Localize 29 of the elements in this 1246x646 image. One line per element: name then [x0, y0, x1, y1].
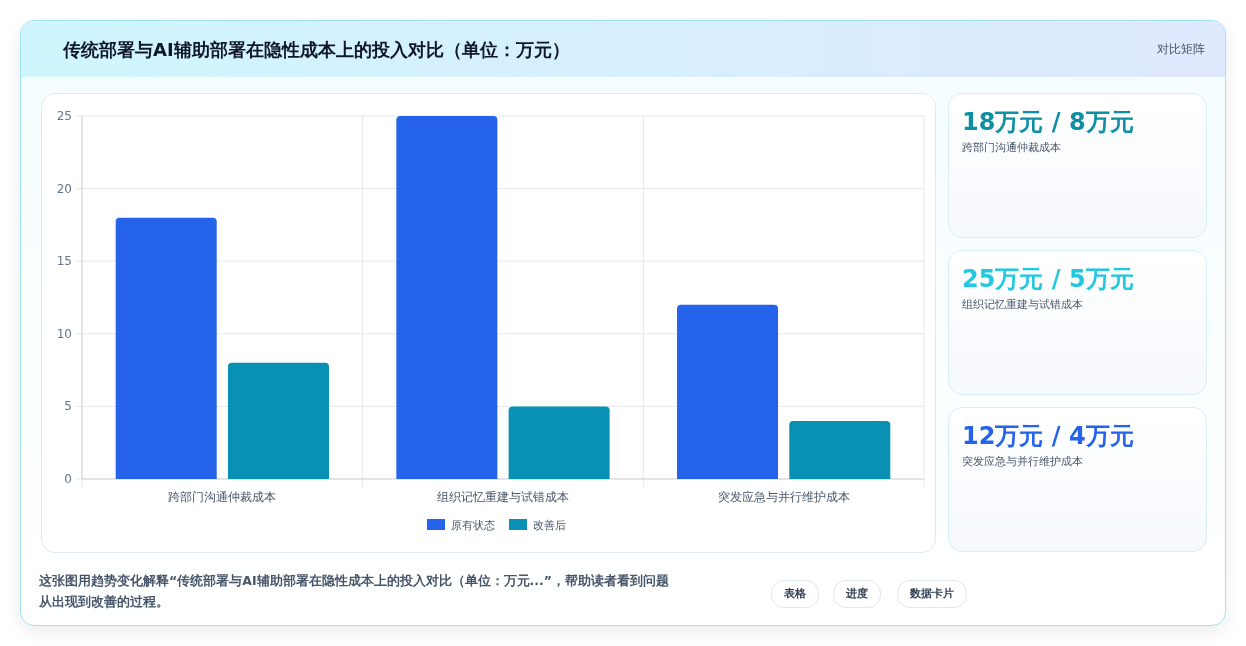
bar [227, 362, 329, 479]
legend-label: 改善后 [533, 519, 566, 532]
legend-label: 原有状态 [451, 519, 495, 532]
y-tick-label: 0 [64, 472, 72, 486]
text: 25万元 / 5万元 [962, 264, 1134, 295]
y-tick-label: 25 [56, 109, 72, 123]
x-tick-label: 跨部门沟通仲裁成本 [168, 490, 277, 504]
text: 组织记忆重建与试错成本 [962, 297, 1083, 312]
bar [508, 406, 610, 479]
y-tick-label: 15 [56, 254, 72, 269]
y-tick-label: 5 [64, 399, 72, 414]
text: 进度 [833, 580, 881, 608]
y-tick-label: 20 [56, 181, 72, 196]
text: 数据卡片 [897, 580, 967, 608]
text: 突发应急与并行维护成本 [962, 454, 1083, 469]
bar [677, 304, 779, 479]
text: 12万元 / 4万元 [962, 421, 1134, 452]
bar [789, 420, 891, 479]
bar [396, 116, 498, 479]
text: 对比矩阵 [1157, 41, 1205, 58]
text: 跨部门沟通仲裁成本 [962, 140, 1061, 155]
text: 表格 [771, 580, 819, 608]
x-tick-label: 突发应急与并行维护成本 [717, 490, 850, 504]
chart-title: 传统部署与AI辅助部署在隐性成本上的投入对比（单位：万元） [63, 38, 570, 62]
y-tick-label: 10 [56, 326, 72, 341]
text: 18万元 / 8万元 [962, 107, 1134, 138]
bar [115, 217, 217, 479]
x-tick-label: 组织记忆重建与试错成本 [437, 490, 569, 504]
text: 这张图用趋势变化解释“传统部署与AI辅助部署在隐性成本上的投入对比（单位：万元...”，帮助读者看到问题从出现到改善的过程。 [39, 572, 670, 611]
